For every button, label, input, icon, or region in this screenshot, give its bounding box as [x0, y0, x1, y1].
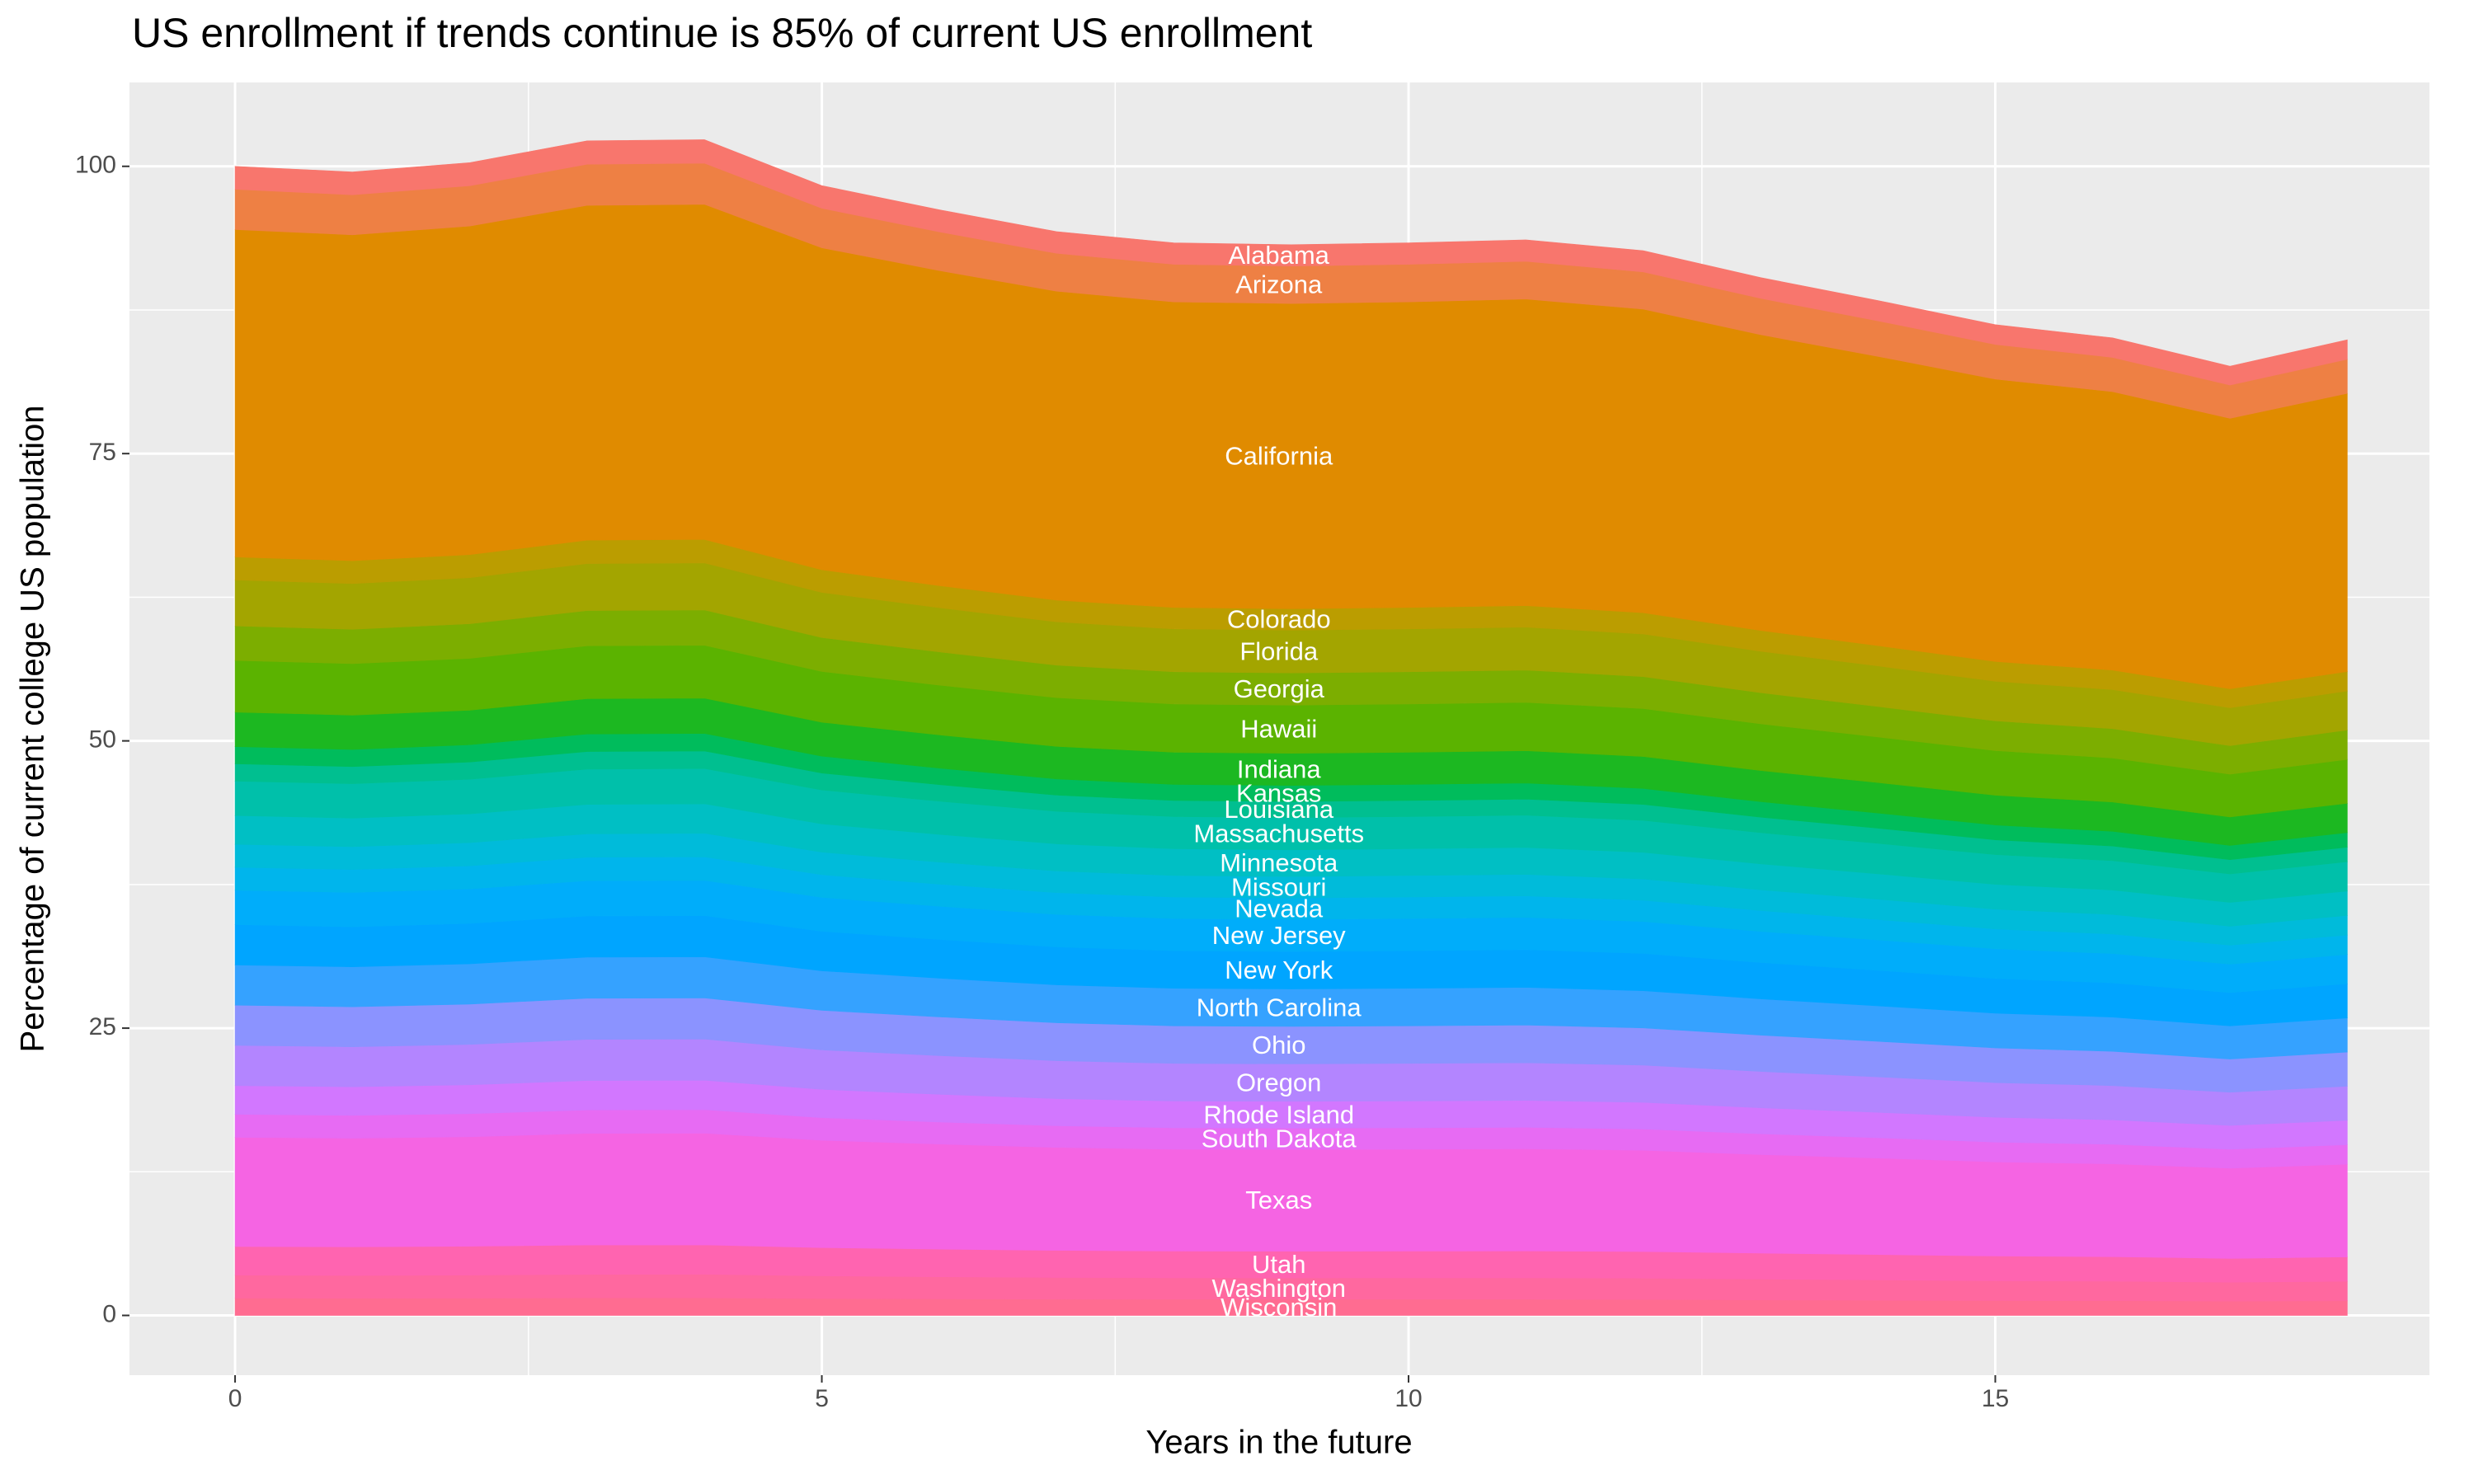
x-tick-label: 5 [815, 1385, 829, 1412]
axes: 0 5 10 15 0 25 50 75 100 [75, 152, 2009, 1412]
series-label: New York [1225, 956, 1333, 984]
series-label: Alabama [1229, 241, 1330, 270]
series-label: Texas [1245, 1186, 1312, 1214]
chart-title: US enrollment if trends continue is 85% … [132, 10, 1312, 56]
y-axis-title: Percentage of current college US populat… [15, 406, 51, 1053]
series-label: Hawaii [1240, 715, 1317, 744]
series-label: Wisconsin [1221, 1293, 1337, 1322]
series-label: North Carolina [1197, 993, 1362, 1021]
series-label: Oregon [1236, 1068, 1321, 1097]
series-label: Minnesota [1220, 848, 1338, 877]
series-label: South Dakota [1202, 1124, 1357, 1153]
y-tick-label: 75 [89, 439, 116, 466]
series-label: Colorado [1227, 604, 1331, 633]
series-label: Massachusetts [1193, 819, 1364, 848]
series-label: Florida [1239, 636, 1319, 665]
x-tick-label: 15 [1982, 1385, 2009, 1412]
area [234, 139, 2348, 386]
x-axis-title: Years in the future [1145, 1425, 1412, 1461]
y-tick-label: 50 [89, 726, 116, 754]
x-tick-label: 10 [1395, 1385, 1422, 1412]
series-label: Ohio [1252, 1031, 1305, 1059]
series-label: Utah [1252, 1250, 1305, 1279]
areas [234, 139, 2348, 1316]
series-label: Indiana [1237, 754, 1321, 783]
series-label: Georgia [1234, 674, 1325, 703]
series-label: Missouri [1231, 872, 1326, 901]
y-tick-label: 100 [75, 152, 116, 179]
series-label: Rhode Island [1203, 1100, 1354, 1129]
series-label: California [1225, 441, 1333, 470]
y-tick-label: 0 [102, 1300, 116, 1327]
series-label: Arizona [1235, 270, 1323, 299]
y-tick-label: 25 [89, 1013, 116, 1040]
series-label: Washington [1211, 1274, 1346, 1303]
series-label: Nevada [1235, 894, 1324, 923]
series-label: New Jersey [1212, 921, 1346, 950]
series-label: Louisiana [1224, 795, 1333, 824]
x-tick-label: 0 [228, 1385, 242, 1412]
series-label: Kansas [1236, 779, 1321, 808]
